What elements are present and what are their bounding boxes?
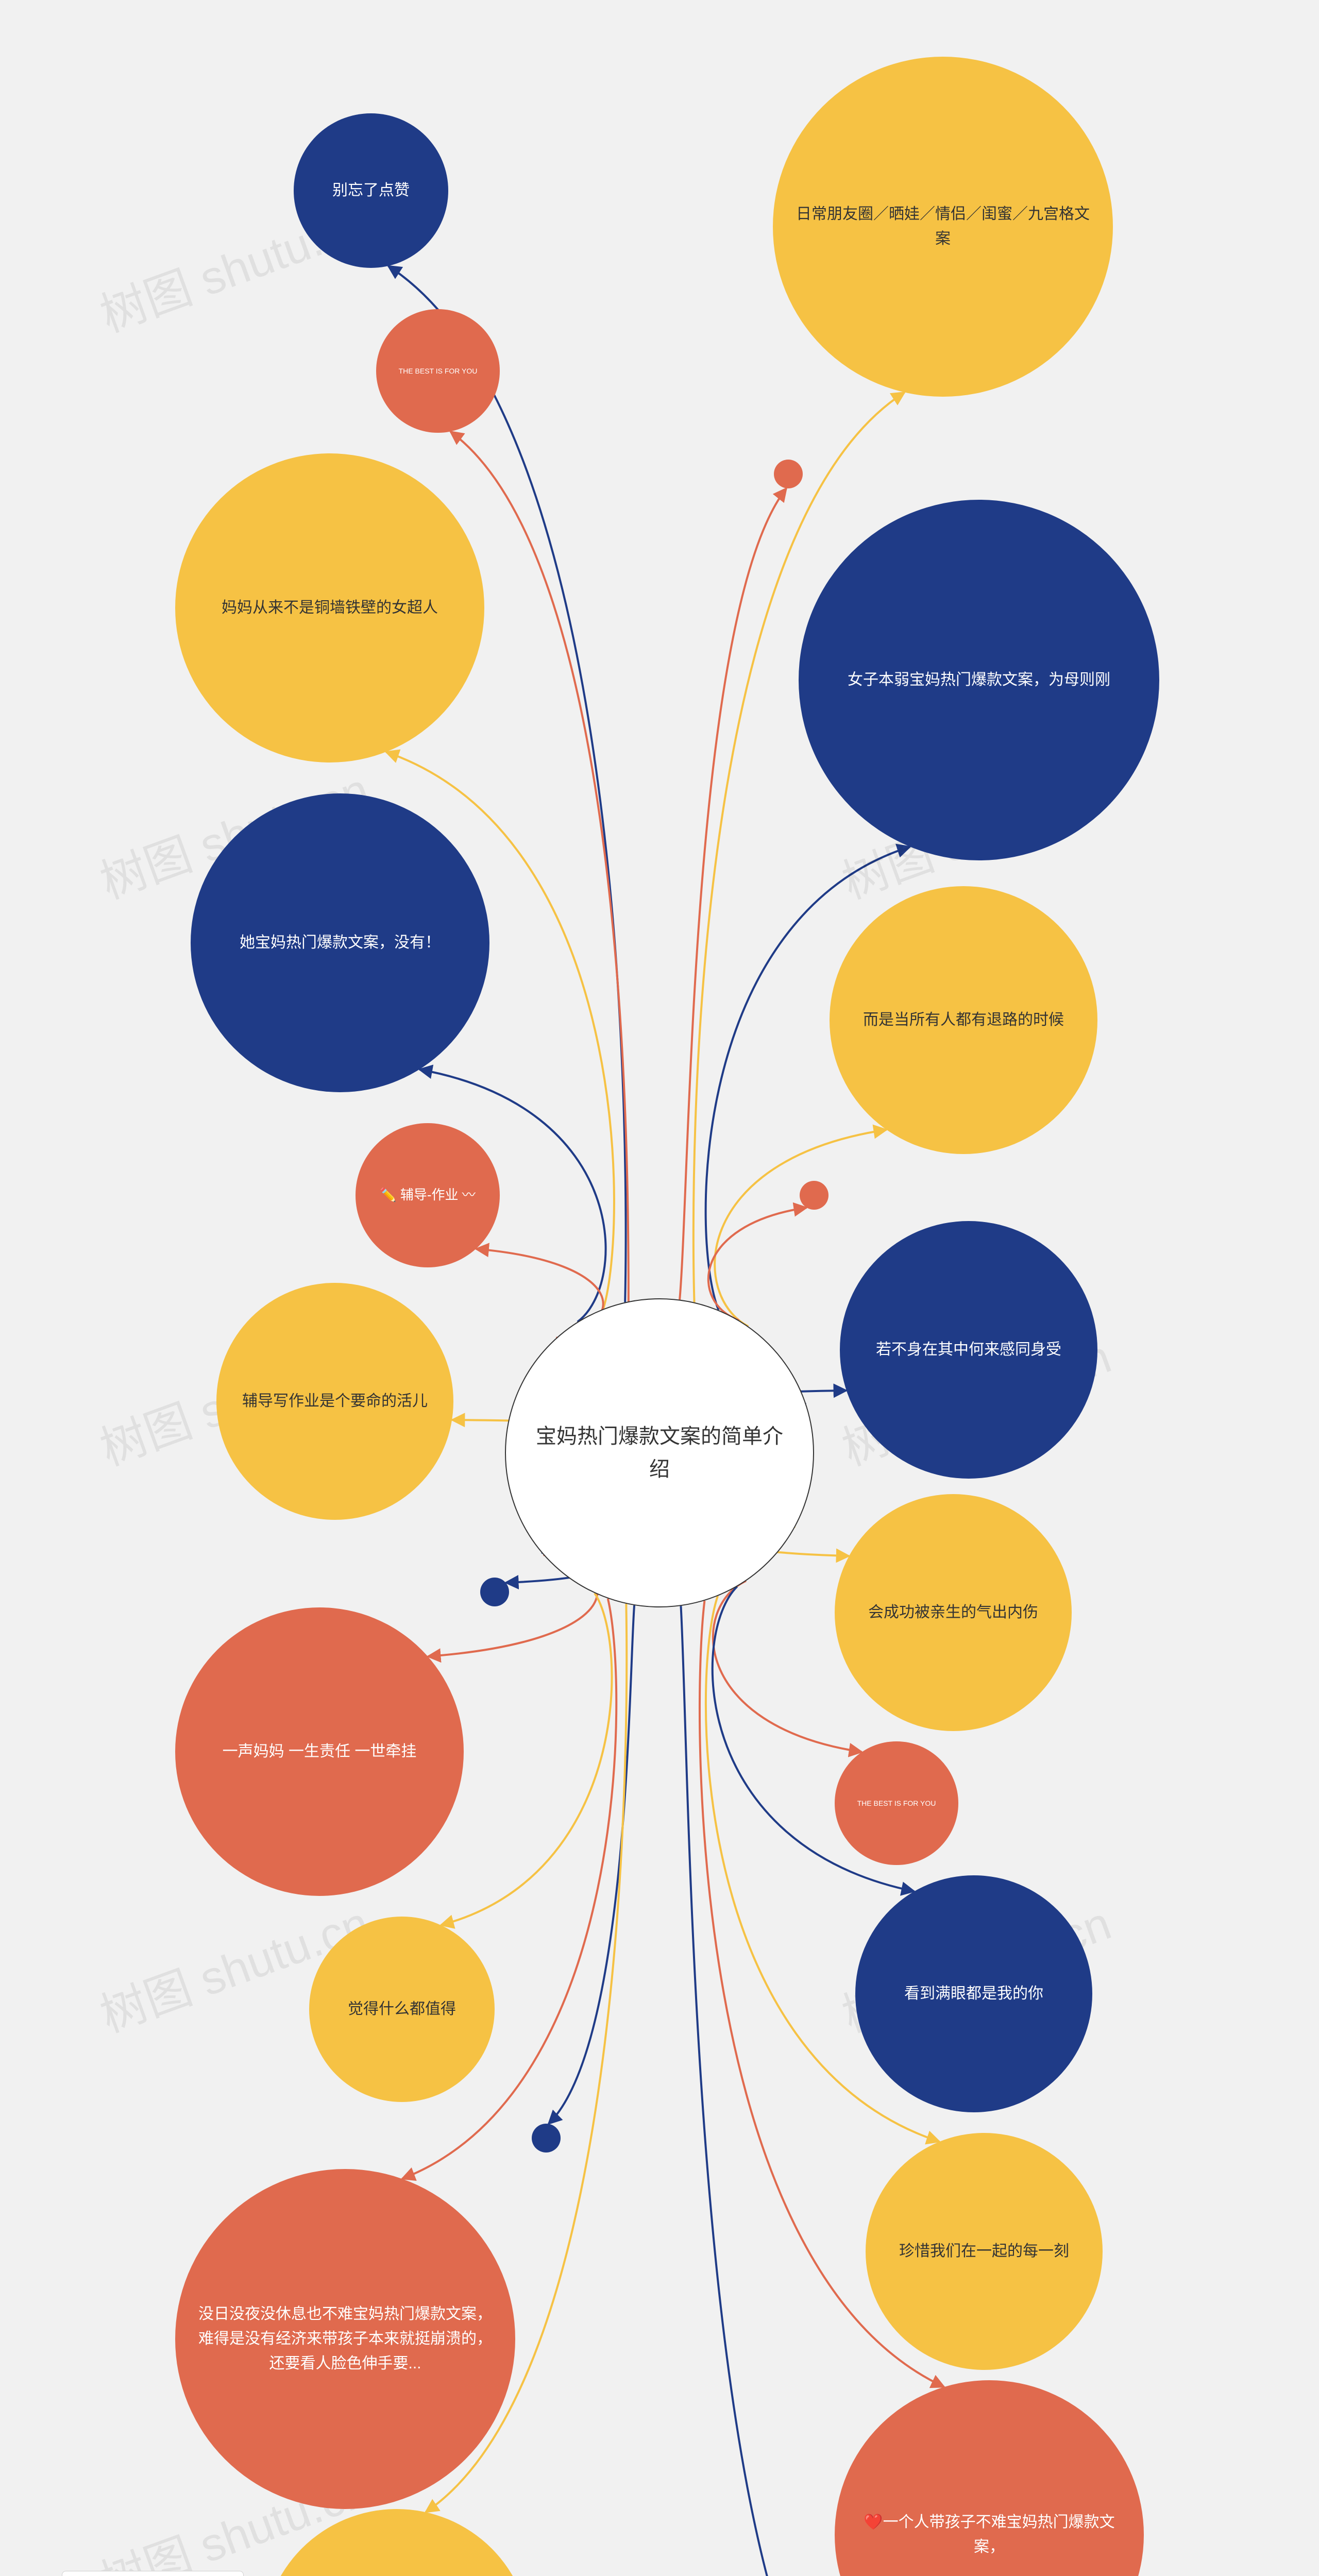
node-r2[interactable] <box>774 460 803 488</box>
leaf-l1[interactable]: 👀 今天的分享就到这里啦 〰 <box>62 2571 244 2576</box>
node-n9[interactable]: 觉得什么都值得 <box>309 1917 495 2102</box>
node-r3[interactable]: 女子本弱宝妈热门爆款文案，为母则刚 <box>799 500 1159 860</box>
node-label: ❤️一个人带孩子不难宝妈热门爆款文案， <box>855 2510 1123 2560</box>
node-n6[interactable]: 辅导写作业是个要命的活儿 <box>216 1283 453 1520</box>
node-label: 她宝妈热门爆款文案，没有！ <box>240 930 441 955</box>
node-label: ✏️ 辅导-作业 〰 <box>380 1184 475 1206</box>
edge-r5 <box>708 1208 807 1320</box>
edge-r1 <box>694 393 905 1302</box>
node-label: 别忘了点赞 <box>332 178 410 203</box>
edge-layer <box>0 0 1319 2576</box>
node-r4[interactable]: 而是当所有人都有退路的时候 <box>830 886 1097 1154</box>
node-label: 女子本弱宝妈热门爆款文案，为母则刚 <box>848 668 1110 692</box>
node-n11[interactable]: 没日没夜没休息也不难宝妈热门爆款文案，难得是没有经济来带孩子本来就挺崩溃的，还要… <box>175 2169 515 2509</box>
node-label: 珍惜我们在一起的每一刻 <box>899 2239 1069 2264</box>
node-n7[interactable] <box>480 1578 509 1606</box>
node-n12[interactable]: 【 喜欢就要转发点赞哦 】 <box>263 2509 531 2576</box>
node-label: 看到满眼都是我的你 <box>904 1981 1043 2006</box>
node-r6[interactable]: 若不身在其中何来感同身受 <box>840 1221 1097 1479</box>
node-n1[interactable]: 别忘了点赞 <box>294 113 448 268</box>
node-r11[interactable]: ❤️一个人带孩子不难宝妈热门爆款文案， <box>835 2380 1144 2576</box>
node-n2[interactable]: THE BEST IS FOR YOU <box>376 309 500 433</box>
node-n3[interactable]: 妈妈从来不是铜墙铁壁的女超人 <box>175 453 484 762</box>
node-r8[interactable]: THE BEST IS FOR YOU <box>835 1741 958 1865</box>
edge-n9 <box>441 1593 612 1925</box>
node-label: 辅导写作业是个要命的活儿 <box>242 1389 428 1414</box>
node-n5[interactable]: ✏️ 辅导-作业 〰 <box>356 1123 500 1267</box>
node-r7[interactable]: 会成功被亲生的气出内伤 <box>835 1494 1072 1731</box>
node-label: 若不身在其中何来感同身受 <box>876 1337 1061 1362</box>
node-n10[interactable] <box>532 2124 561 2153</box>
edge-r2 <box>680 488 786 1300</box>
edge-r12 <box>681 1606 839 2576</box>
node-label: 觉得什么都值得 <box>348 1997 456 2022</box>
center-node[interactable]: 宝妈热门爆款文案的简单介绍 <box>505 1298 814 1607</box>
center-label: 宝妈热门爆款文案的简单介绍 <box>527 1420 792 1486</box>
node-label: 会成功被亲生的气出内伤 <box>868 1600 1038 1625</box>
mindmap-canvas: 树图 shutu.cn树图 shutu.cn树图 shutu.cn树图 shut… <box>0 0 1319 2576</box>
node-label: 一声妈妈 一生责任 一世牵挂 <box>223 1739 417 1764</box>
node-label: THE BEST IS FOR YOU <box>857 1798 936 1809</box>
node-label: 而是当所有人都有退路的时候 <box>863 1008 1064 1032</box>
node-r1[interactable]: 日常朋友圈／晒娃／情侣／闺蜜／九宫格文案 <box>773 57 1113 397</box>
node-label: 妈妈从来不是铜墙铁壁的女超人 <box>222 596 438 620</box>
node-label: 没日没夜没休息也不难宝妈热门爆款文案，难得是没有经济来带孩子本来就挺崩溃的，还要… <box>196 2302 495 2376</box>
node-r5[interactable] <box>800 1181 828 1210</box>
node-n8[interactable]: 一声妈妈 一生责任 一世牵挂 <box>175 1607 464 1896</box>
edge-n10 <box>549 1605 634 2124</box>
node-r10[interactable]: 珍惜我们在一起的每一刻 <box>866 2133 1103 2370</box>
node-label: THE BEST IS FOR YOU <box>399 365 478 377</box>
node-label: 日常朋友圈／晒娃／情侣／闺蜜／九宫格文案 <box>793 202 1092 251</box>
node-n4[interactable]: 她宝妈热门爆款文案，没有！ <box>191 793 489 1092</box>
node-r9[interactable]: 看到满眼都是我的你 <box>855 1875 1092 2112</box>
